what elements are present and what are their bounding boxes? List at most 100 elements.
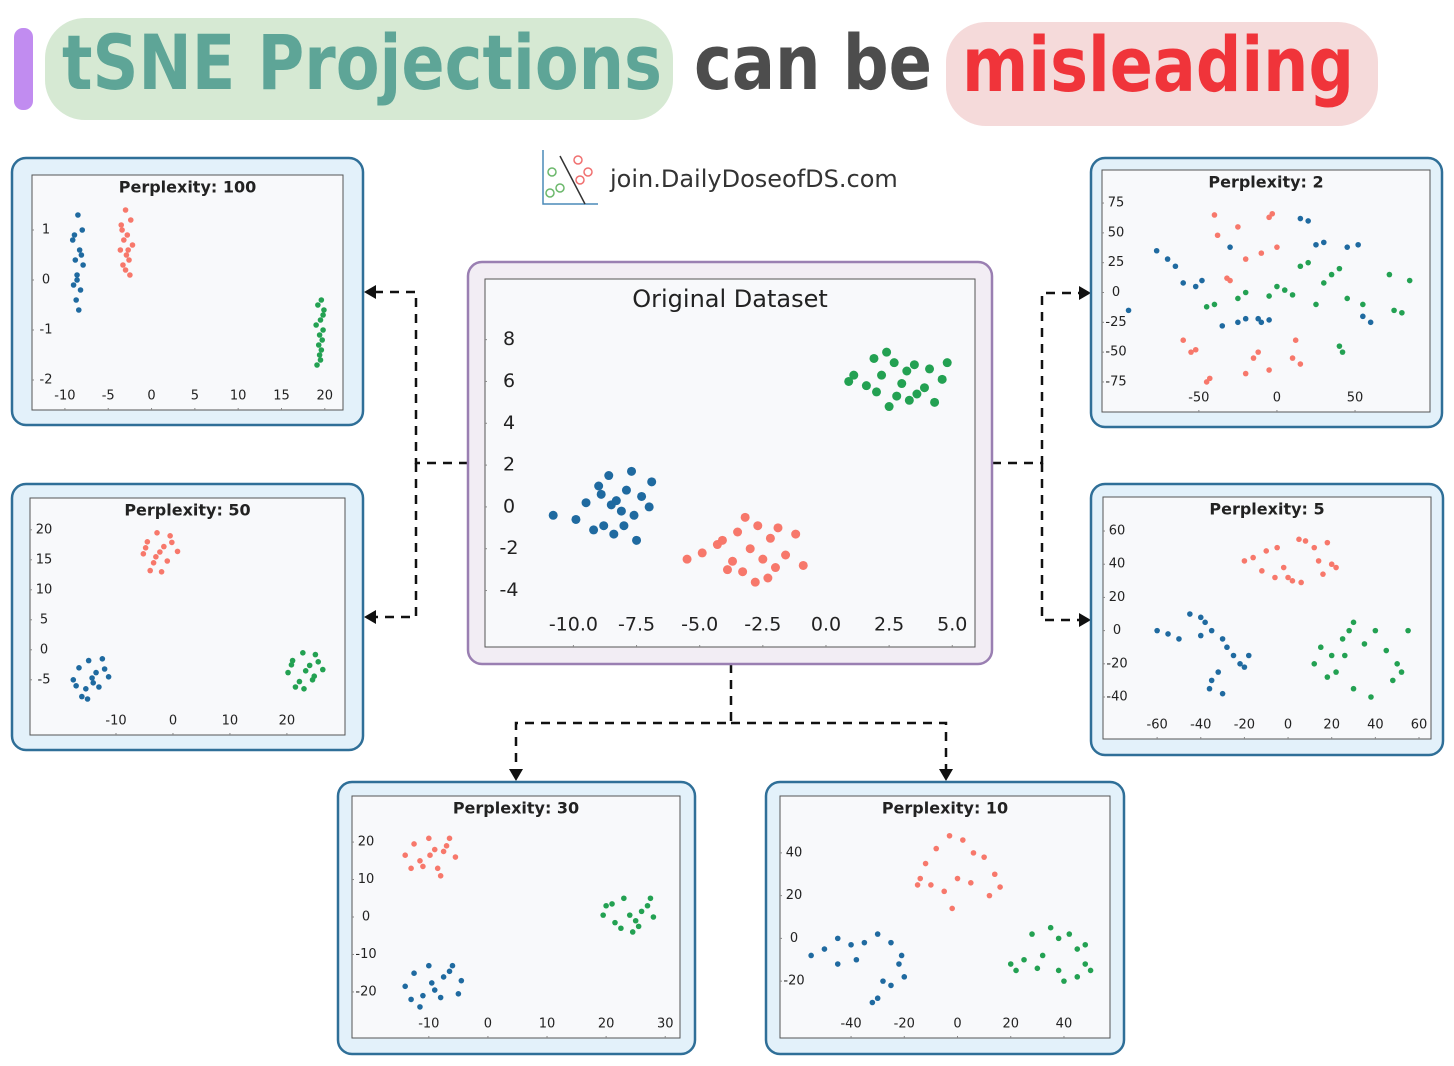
point <box>142 545 149 551</box>
point <box>437 872 444 879</box>
point <box>1255 349 1261 355</box>
point <box>991 871 998 878</box>
chart-panel: -10.0 -7.5 -5.0 -2.5 0.0 2.5 5.0 8 6 4 2 0 -2 -4 Origi… <box>466 260 994 666</box>
point <box>127 217 134 223</box>
point <box>1263 548 1270 554</box>
point <box>417 858 423 864</box>
y-tick-label: -5 <box>38 672 51 687</box>
point <box>84 696 91 702</box>
point <box>914 882 921 888</box>
x-tick-label: 40 <box>1367 718 1384 733</box>
point <box>150 560 157 566</box>
point <box>889 358 899 368</box>
point <box>402 852 408 858</box>
x-tick-label: -40 <box>840 1017 861 1032</box>
y-tick-label: 0 <box>503 495 515 517</box>
point <box>76 665 82 671</box>
point <box>888 939 894 946</box>
point <box>970 850 977 856</box>
point <box>1320 239 1327 246</box>
x-tick-label: 5.0 <box>937 614 967 636</box>
point <box>1383 647 1390 654</box>
y-tick-label: 2 <box>503 454 515 476</box>
x-tick-label: -10.0 <box>549 614 598 636</box>
point <box>311 673 318 679</box>
y-tick-label: 0 <box>790 931 798 946</box>
point <box>90 680 97 686</box>
point <box>1405 627 1411 634</box>
y-tick-label: -2 <box>40 373 53 388</box>
point <box>1313 241 1319 248</box>
point <box>942 358 952 368</box>
point <box>644 902 651 909</box>
point <box>315 342 322 348</box>
y-tick-label: 0 <box>1112 285 1120 300</box>
point <box>1180 337 1187 343</box>
point <box>431 846 438 853</box>
point <box>124 232 131 238</box>
point <box>140 551 147 557</box>
point <box>1199 277 1205 284</box>
point <box>126 257 132 263</box>
point <box>637 491 647 501</box>
point <box>629 510 639 520</box>
point <box>1235 224 1241 230</box>
point <box>596 489 606 499</box>
link[interactable]: join.DailyDoseofDS.com <box>609 165 898 193</box>
point <box>1087 967 1094 974</box>
point <box>1230 652 1237 659</box>
y-tick-label: -1 <box>40 323 53 338</box>
point <box>455 990 462 997</box>
point <box>427 852 433 858</box>
logo <box>542 150 598 205</box>
point <box>315 659 322 665</box>
point <box>1255 315 1261 322</box>
point <box>317 317 324 323</box>
point <box>571 514 581 524</box>
point <box>682 554 692 564</box>
point <box>548 510 558 520</box>
plot-area <box>1101 169 1431 413</box>
point <box>1187 611 1193 617</box>
point <box>1311 544 1318 551</box>
point <box>76 247 83 253</box>
y-tick-label: 0 <box>40 642 48 657</box>
point <box>1296 536 1302 543</box>
point <box>632 917 639 924</box>
point <box>169 539 175 546</box>
point <box>320 312 326 318</box>
point <box>411 841 417 847</box>
point <box>78 252 85 258</box>
point <box>722 565 732 575</box>
chart-title: Perplexity: 30 <box>453 799 579 818</box>
point <box>844 376 854 386</box>
point <box>1165 631 1171 637</box>
point <box>1339 349 1346 355</box>
y-tick-label: 20 <box>36 522 53 537</box>
point <box>1328 271 1335 278</box>
point <box>896 961 902 967</box>
point <box>997 884 1003 890</box>
point <box>417 1004 423 1010</box>
point <box>650 914 657 920</box>
point <box>1029 931 1035 937</box>
point <box>80 262 86 268</box>
y-tick-label: -75 <box>1105 374 1126 389</box>
point <box>1297 361 1304 367</box>
point <box>167 533 173 539</box>
plot-area <box>1102 496 1432 740</box>
point <box>315 302 321 308</box>
point <box>1341 652 1348 659</box>
point <box>1289 355 1296 361</box>
point <box>157 549 163 555</box>
x-tick-label: 30 <box>657 1017 674 1032</box>
chart-title: Perplexity: 50 <box>124 501 250 520</box>
plot-area <box>31 174 344 411</box>
point <box>1176 636 1182 642</box>
x-tick-label: -40 <box>1190 718 1211 733</box>
point <box>1367 319 1374 326</box>
point <box>1211 212 1218 218</box>
point <box>1055 935 1062 942</box>
point <box>798 560 808 570</box>
y-tick-label: -10 <box>355 947 376 962</box>
